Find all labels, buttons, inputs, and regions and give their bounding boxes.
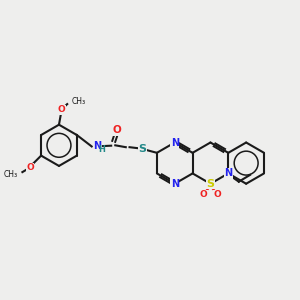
Text: O: O — [213, 190, 221, 200]
Text: O: O — [57, 105, 65, 114]
Text: N: N — [171, 137, 179, 148]
Text: N: N — [224, 168, 232, 178]
Text: O: O — [112, 125, 121, 135]
Text: N: N — [94, 141, 102, 151]
Text: S: S — [206, 179, 214, 189]
Text: N: N — [171, 179, 179, 189]
Text: CH₃: CH₃ — [72, 97, 86, 106]
Text: CH₃: CH₃ — [4, 170, 18, 179]
Text: S: S — [139, 144, 147, 154]
Text: O: O — [26, 163, 34, 172]
Text: H: H — [98, 145, 105, 154]
Text: O: O — [200, 190, 208, 200]
